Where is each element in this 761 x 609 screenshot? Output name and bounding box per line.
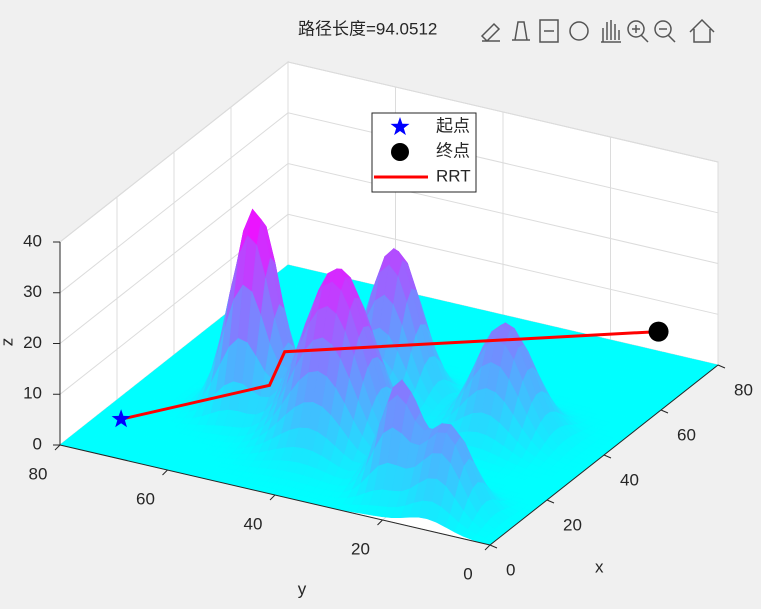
z-tick-label: 30 [23, 282, 42, 301]
z-axis-label: z [0, 338, 16, 347]
tool-zoom-in[interactable] [627, 20, 645, 38]
tool-brush[interactable] [480, 22, 501, 43]
x-tick [717, 364, 726, 369]
toolbar[interactable] [476, 12, 721, 46]
start-marker [111, 409, 131, 428]
y-tick [484, 544, 491, 551]
legend-swatch [390, 117, 410, 136]
tool-home[interactable] [689, 18, 715, 43]
tool-legend[interactable] [539, 19, 559, 43]
tool-pan[interactable] [601, 20, 621, 43]
legend-label: RRT [436, 166, 471, 185]
x-tick [603, 454, 612, 459]
x-tick-label: 20 [563, 515, 582, 534]
y-tick [54, 444, 61, 451]
tool-zoom-in-mark [632, 25, 649, 43]
legend-box [371, 112, 477, 193]
x-tick [660, 409, 669, 414]
x-tick-label: 40 [620, 470, 639, 489]
x-tick-label: 80 [734, 380, 753, 399]
grid-line [59, 61, 719, 243]
x-axis-label: x [595, 557, 604, 576]
legend-label: 起点 [436, 116, 470, 135]
tool-zoom-out-mark [659, 28, 676, 43]
tool-zoom-out[interactable] [654, 20, 672, 38]
x-tick [546, 499, 555, 504]
rrt-path [120, 330, 659, 421]
tool-data-tip[interactable] [512, 21, 530, 41]
z-tick-label: 0 [33, 434, 42, 453]
z-tick-label: 10 [23, 384, 42, 403]
y-tick-label: 80 [29, 464, 48, 483]
y-tick-label: 20 [351, 539, 370, 558]
y-tick-label: 40 [244, 514, 263, 533]
toolbar-bg [476, 12, 721, 46]
legend-label: 终点 [436, 141, 470, 160]
tool-rotate[interactable] [569, 21, 589, 41]
y-tick [269, 494, 276, 501]
y-tick-label: 0 [463, 564, 472, 583]
x-tick [489, 544, 498, 549]
x-tick-label: 60 [677, 425, 696, 444]
grid-line [59, 213, 719, 395]
y-axis-label: y [298, 579, 307, 598]
x-tick-label: 0 [506, 560, 515, 579]
z-tick-label: 40 [23, 231, 42, 250]
grid-line [59, 162, 719, 344]
z-tick-label: 20 [23, 333, 42, 352]
chart-title: 路径长度=94.0512 [298, 19, 437, 38]
y-tick [162, 469, 168, 476]
y-tick [377, 519, 383, 526]
grid-line [59, 112, 719, 294]
legend-swatch [391, 143, 409, 161]
goal-marker [648, 321, 669, 342]
y-tick-label: 60 [136, 489, 155, 508]
